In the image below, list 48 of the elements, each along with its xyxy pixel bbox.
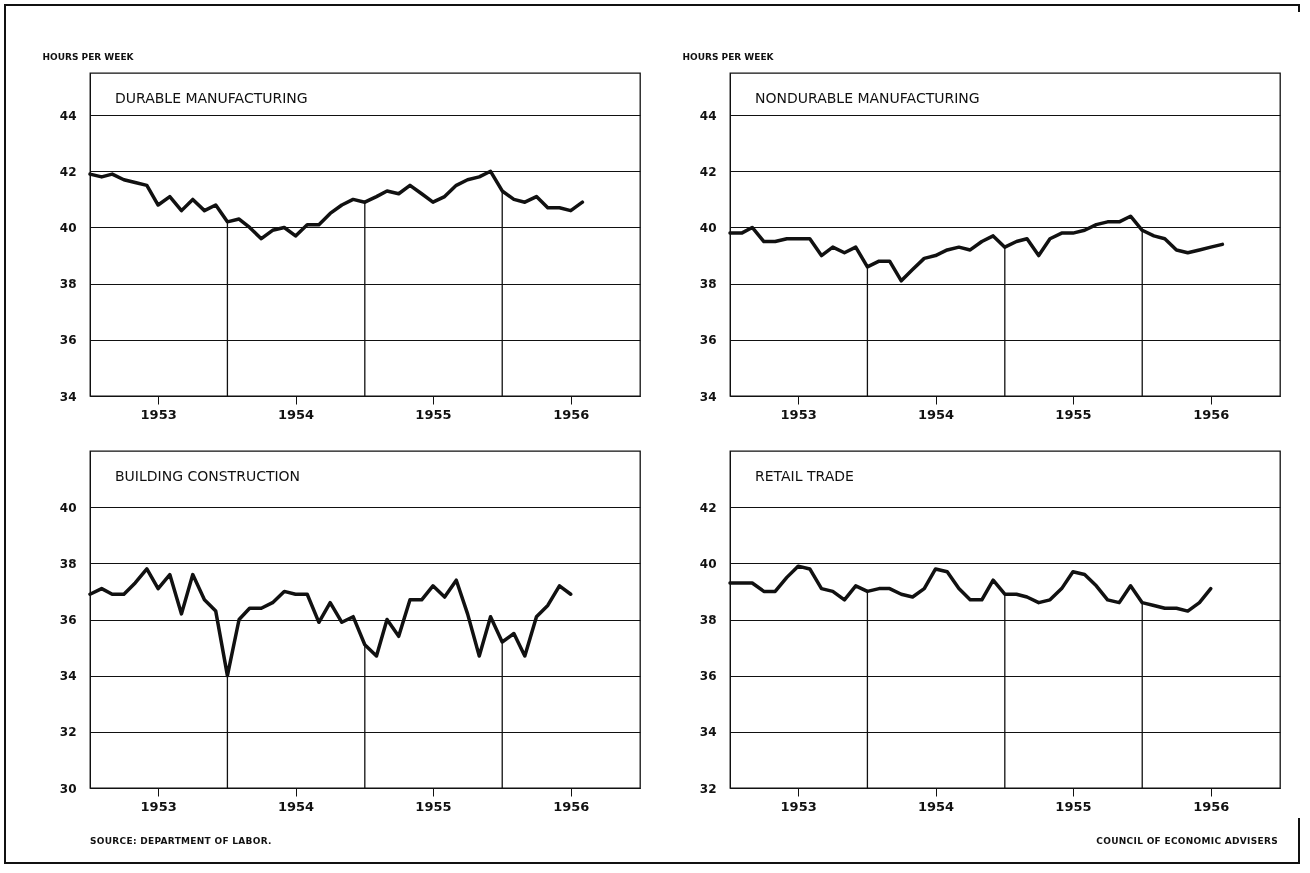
- y-tick-label: 42: [699, 164, 717, 179]
- y-tick-label: 36: [59, 333, 77, 348]
- y-axis-title: HOURS PER WEEK: [682, 51, 775, 62]
- y-tick-label: 36: [699, 669, 717, 684]
- y-tick-label: 38: [59, 277, 77, 292]
- y-tick-label: 34: [59, 389, 77, 404]
- x-tick-label: 1956: [1193, 406, 1230, 422]
- text: NONDURABLE MANUFACTURING: [755, 90, 980, 106]
- x-tick-label: 1956: [553, 406, 590, 422]
- y-tick-label: 44: [59, 108, 77, 123]
- x-tick-label: 1954: [277, 406, 315, 422]
- y-tick-label: 38: [59, 556, 77, 571]
- y-tick-label: 38: [699, 277, 717, 292]
- text: RETAIL TRADE: [755, 468, 854, 484]
- y-tick-label: 40: [699, 220, 717, 235]
- x-tick-label: 1953: [780, 798, 817, 814]
- x-tick-label: 1956: [553, 798, 590, 814]
- y-tick-label: 38: [699, 613, 717, 627]
- y-axis-title: HOURS PER WEEK: [42, 51, 135, 62]
- text: DURABLE MANUFACTURING: [115, 90, 308, 106]
- y-tick-label: 36: [59, 613, 77, 627]
- y-tick-label: 42: [699, 500, 717, 515]
- y-tick-label: 42: [59, 164, 77, 179]
- y-tick-label: 34: [59, 669, 77, 684]
- text: COUNCIL OF ECONOMIC ADVISERS: [1095, 836, 1279, 846]
- y-tick-label: 34: [699, 389, 717, 404]
- y-tick-label: 30: [59, 781, 77, 796]
- x-tick-label: 1954: [917, 406, 955, 422]
- y-tick-label: 40: [59, 220, 77, 235]
- x-tick-label: 1955: [415, 798, 452, 814]
- x-tick-label: 1955: [415, 406, 452, 422]
- y-tick-label: 32: [699, 781, 717, 796]
- x-tick-label: 1954: [277, 798, 315, 814]
- x-tick-label: 1954: [917, 798, 955, 814]
- x-tick-label: 1955: [1055, 798, 1092, 814]
- y-tick-label: 32: [59, 725, 77, 740]
- y-tick-label: 34: [699, 725, 717, 740]
- y-tick-label: 36: [699, 333, 717, 348]
- y-tick-label: 40: [699, 556, 717, 571]
- x-tick-label: 1953: [140, 406, 177, 422]
- source-note: SOURCE: DEPARTMENT OF LABOR.: [89, 836, 273, 846]
- text: BUILDING CONSTRUCTION: [115, 468, 301, 484]
- x-tick-label: 1953: [780, 406, 817, 422]
- x-tick-label: 1953: [140, 798, 177, 814]
- y-tick-label: 44: [699, 108, 717, 123]
- x-tick-label: 1956: [1193, 798, 1230, 814]
- y-tick-label: 40: [59, 500, 77, 515]
- x-tick-label: 1955: [1055, 406, 1092, 422]
